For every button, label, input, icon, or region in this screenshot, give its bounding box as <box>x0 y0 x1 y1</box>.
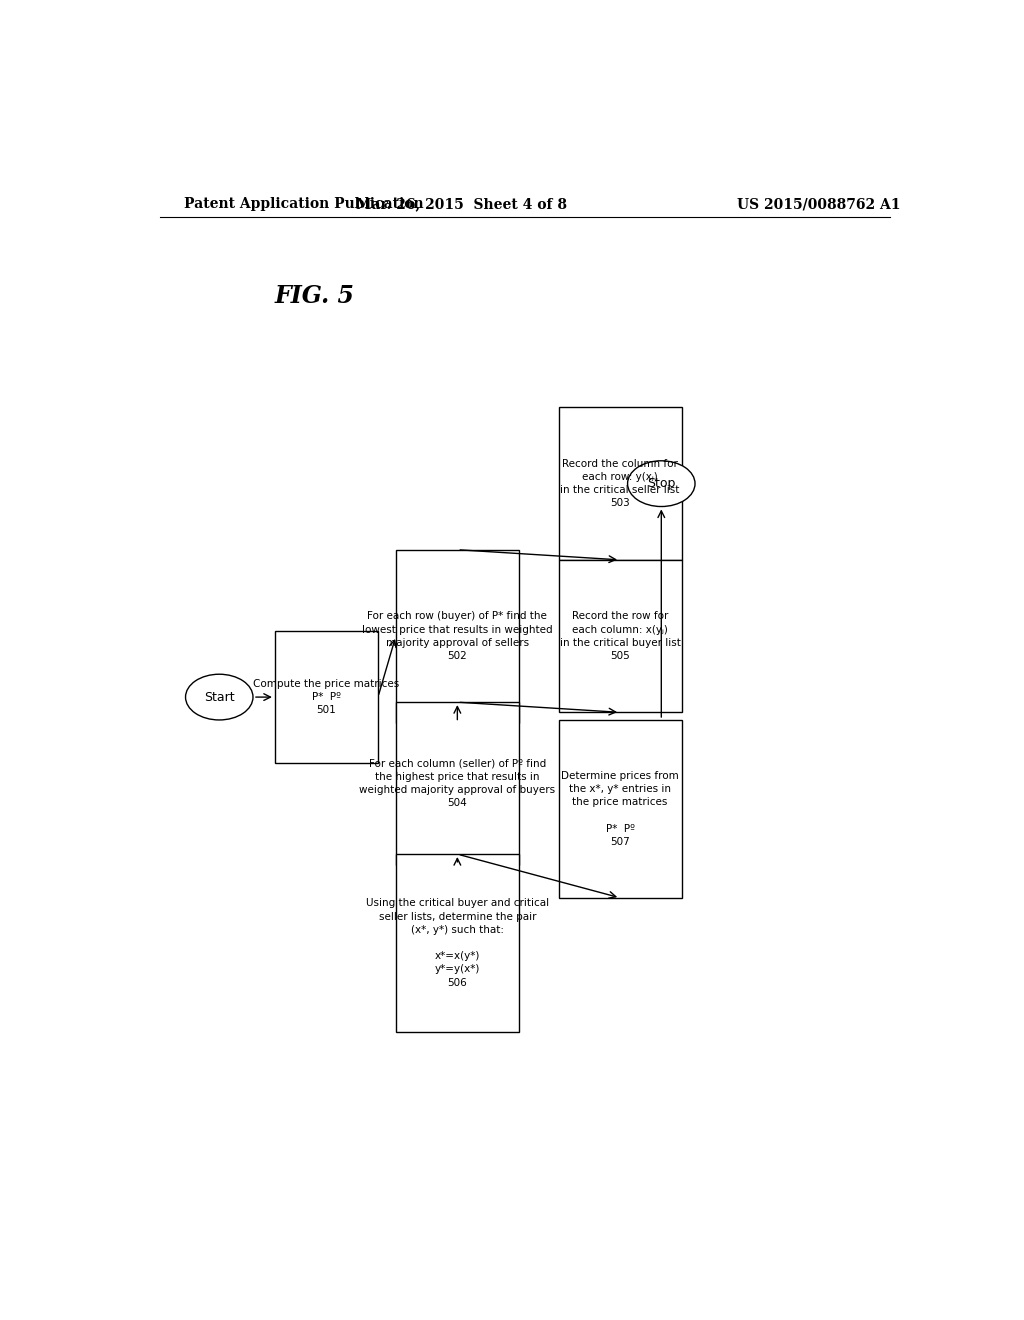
Ellipse shape <box>628 461 695 507</box>
Text: FIG. 5: FIG. 5 <box>274 284 354 308</box>
Text: Patent Application Publication: Patent Application Publication <box>183 197 423 211</box>
FancyBboxPatch shape <box>558 560 682 713</box>
FancyBboxPatch shape <box>396 854 519 1032</box>
FancyBboxPatch shape <box>558 408 682 560</box>
FancyBboxPatch shape <box>396 702 519 865</box>
Ellipse shape <box>185 675 253 719</box>
Text: Record the column for
each row: y(xⱼ)
in the critical seller list
503: Record the column for each row: y(xⱼ) in… <box>560 459 680 508</box>
Text: Using the critical buyer and critical
seller lists, determine the pair
(x*, y*) : Using the critical buyer and critical se… <box>366 899 549 987</box>
FancyBboxPatch shape <box>274 631 378 763</box>
Text: Stop: Stop <box>647 477 676 490</box>
FancyBboxPatch shape <box>558 719 682 898</box>
Text: For each row (buyer) of P* find the
lowest price that results in weighted
majori: For each row (buyer) of P* find the lowe… <box>362 611 553 661</box>
Text: Mar. 26, 2015  Sheet 4 of 8: Mar. 26, 2015 Sheet 4 of 8 <box>355 197 567 211</box>
Text: For each column (seller) of Pº find
the highest price that results in
weighted m: For each column (seller) of Pº find the … <box>359 759 555 808</box>
FancyBboxPatch shape <box>396 549 519 722</box>
Text: Start: Start <box>204 690 234 704</box>
Text: Compute the price matrices
P*  Pº
501: Compute the price matrices P* Pº 501 <box>253 678 399 715</box>
Text: Determine prices from
the x*, y* entries in
the price matrices

P*  Pº
507: Determine prices from the x*, y* entries… <box>561 771 679 847</box>
Text: Record the row for
each column: x(yⱼ)
in the critical buyer list
505: Record the row for each column: x(yⱼ) in… <box>559 611 681 661</box>
Text: US 2015/0088762 A1: US 2015/0088762 A1 <box>736 197 900 211</box>
